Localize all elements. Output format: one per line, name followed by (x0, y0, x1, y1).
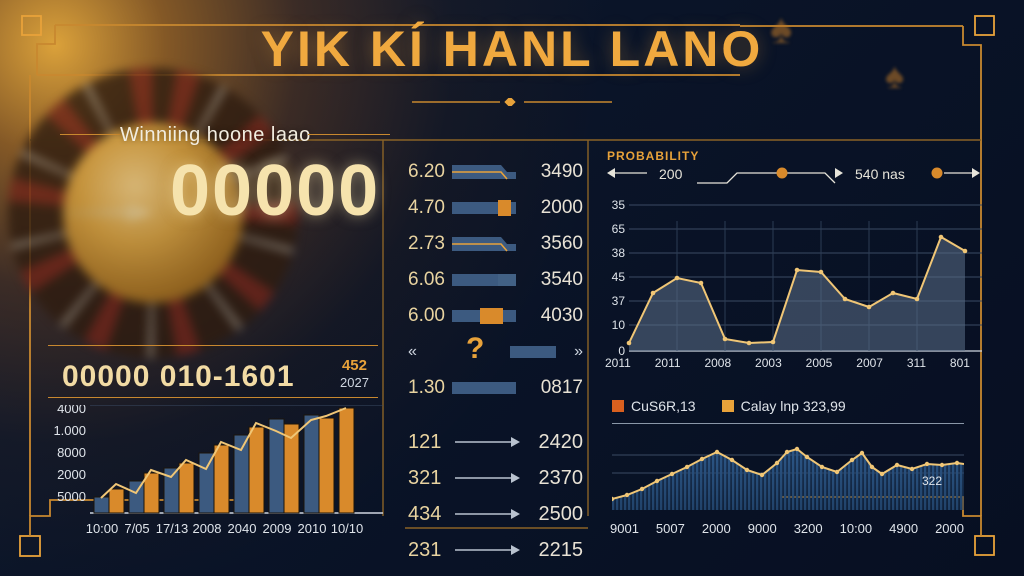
svg-text:540 nas: 540 nas (855, 166, 905, 182)
svg-text:322: 322 (922, 474, 942, 488)
svg-text:2009: 2009 (263, 521, 292, 536)
svg-text:7/05: 7/05 (124, 521, 149, 536)
svg-text:5000: 5000 (57, 489, 86, 504)
svg-text:1.000: 1.000 (53, 423, 86, 438)
svg-text:10: 10 (612, 318, 626, 332)
svg-text:2000: 2000 (57, 467, 86, 482)
svg-text:37: 37 (612, 294, 626, 308)
svg-text:200: 200 (659, 166, 683, 182)
svg-text:4000: 4000 (57, 405, 86, 416)
svg-text:10/10: 10/10 (331, 521, 364, 536)
svg-text:10:00: 10:00 (86, 521, 119, 536)
svg-text:65: 65 (612, 222, 626, 236)
svg-text:2008: 2008 (193, 521, 222, 536)
svg-text:35: 35 (612, 198, 626, 212)
svg-text:8000: 8000 (57, 445, 86, 460)
svg-text:2010: 2010 (298, 521, 327, 536)
svg-text:38: 38 (612, 246, 626, 260)
svg-text:17/13: 17/13 (156, 521, 189, 536)
svg-text:2040: 2040 (228, 521, 257, 536)
svg-text:45: 45 (612, 270, 626, 284)
